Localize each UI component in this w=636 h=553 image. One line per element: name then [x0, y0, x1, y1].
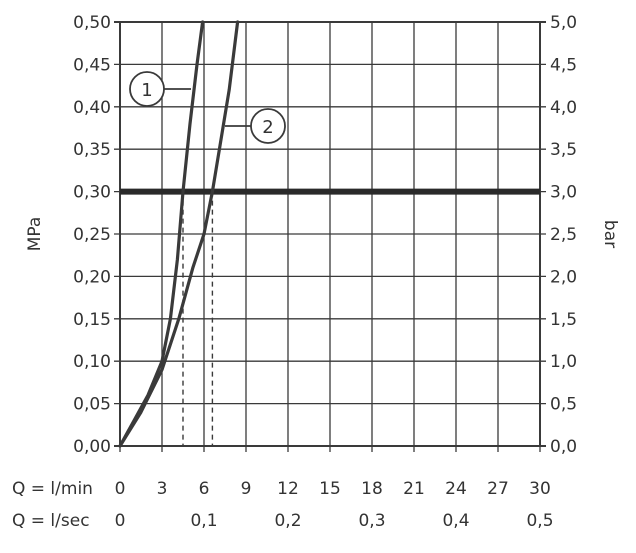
x-tick-lmin: 6	[199, 479, 210, 499]
y-tick-right: 3,5	[550, 140, 577, 160]
series-label-1: 1	[141, 80, 152, 101]
y-tick-left: 0,50	[73, 13, 111, 33]
x-tick-lsec: 0,2	[274, 511, 301, 531]
left-axis-title: MPa	[25, 217, 45, 252]
series-line-1	[118, 20, 205, 448]
y-tick-left: 0,35	[73, 140, 111, 160]
x-tick-lsec: 0,4	[442, 511, 469, 531]
y-tick-left: 0,30	[73, 183, 111, 203]
x-tick-lmin: 9	[241, 479, 252, 499]
x-tick-lsec: 0,5	[526, 511, 553, 531]
y-tick-left: 0,20	[73, 267, 111, 287]
y-tick-right: 3,0	[550, 183, 577, 203]
x-tick-lmin: 0	[115, 479, 126, 499]
y-tick-right: 1,5	[550, 310, 577, 330]
series-label-2: 2	[262, 117, 273, 138]
x-tick-lmin: 30	[529, 479, 551, 499]
series-label-circle	[250, 108, 286, 144]
y-tick-right: 5,0	[550, 13, 577, 33]
x-tick-lmin: 15	[319, 479, 341, 499]
x-tick-lmin: 12	[277, 479, 299, 499]
y-tick-right: 0,5	[550, 395, 577, 415]
y-tick-right: 4,0	[550, 98, 577, 118]
y-tick-left: 0,10	[73, 352, 111, 372]
x-tick-lsec: 0	[115, 511, 126, 531]
series-label-circle	[129, 71, 165, 107]
right-axis-title: bar	[600, 220, 620, 248]
y-tick-left: 0,05	[73, 395, 111, 415]
x-tick-lmin: 27	[487, 479, 509, 499]
x-tick-lmin: 3	[157, 479, 168, 499]
x-tick-lmin: 24	[445, 479, 467, 499]
y-tick-left: 0,00	[73, 437, 111, 457]
y-tick-right: 2,0	[550, 267, 577, 287]
reference-layer	[120, 188, 540, 446]
y-tick-right: 0,0	[550, 437, 577, 457]
tick-labels: 0 3 6 9 12 15 18 21 24 27 300,00 0,00,05 0,50,10 1,00…	[73, 13, 577, 531]
x-axis-lsec-label: Q = l/sec	[12, 511, 90, 531]
x-axis-lmin-label: Q = l/min	[12, 479, 93, 499]
series-layer	[118, 20, 240, 448]
y-tick-right: 4,5	[550, 55, 577, 75]
y-tick-left: 0,45	[73, 55, 111, 75]
y-tick-left: 0,25	[73, 225, 111, 245]
y-tick-right: 2,5	[550, 225, 577, 245]
annotation-layer: 12	[129, 71, 286, 144]
x-tick-lmin: 18	[361, 479, 383, 499]
x-tick-lmin: 21	[403, 479, 425, 499]
x-tick-lsec: 0,3	[358, 511, 385, 531]
series-line-2	[118, 20, 240, 448]
y-tick-right: 1,0	[550, 352, 577, 372]
y-tick-left: 0,40	[73, 98, 111, 118]
y-tick-left: 0,15	[73, 310, 111, 330]
x-tick-lsec: 0,1	[190, 511, 217, 531]
